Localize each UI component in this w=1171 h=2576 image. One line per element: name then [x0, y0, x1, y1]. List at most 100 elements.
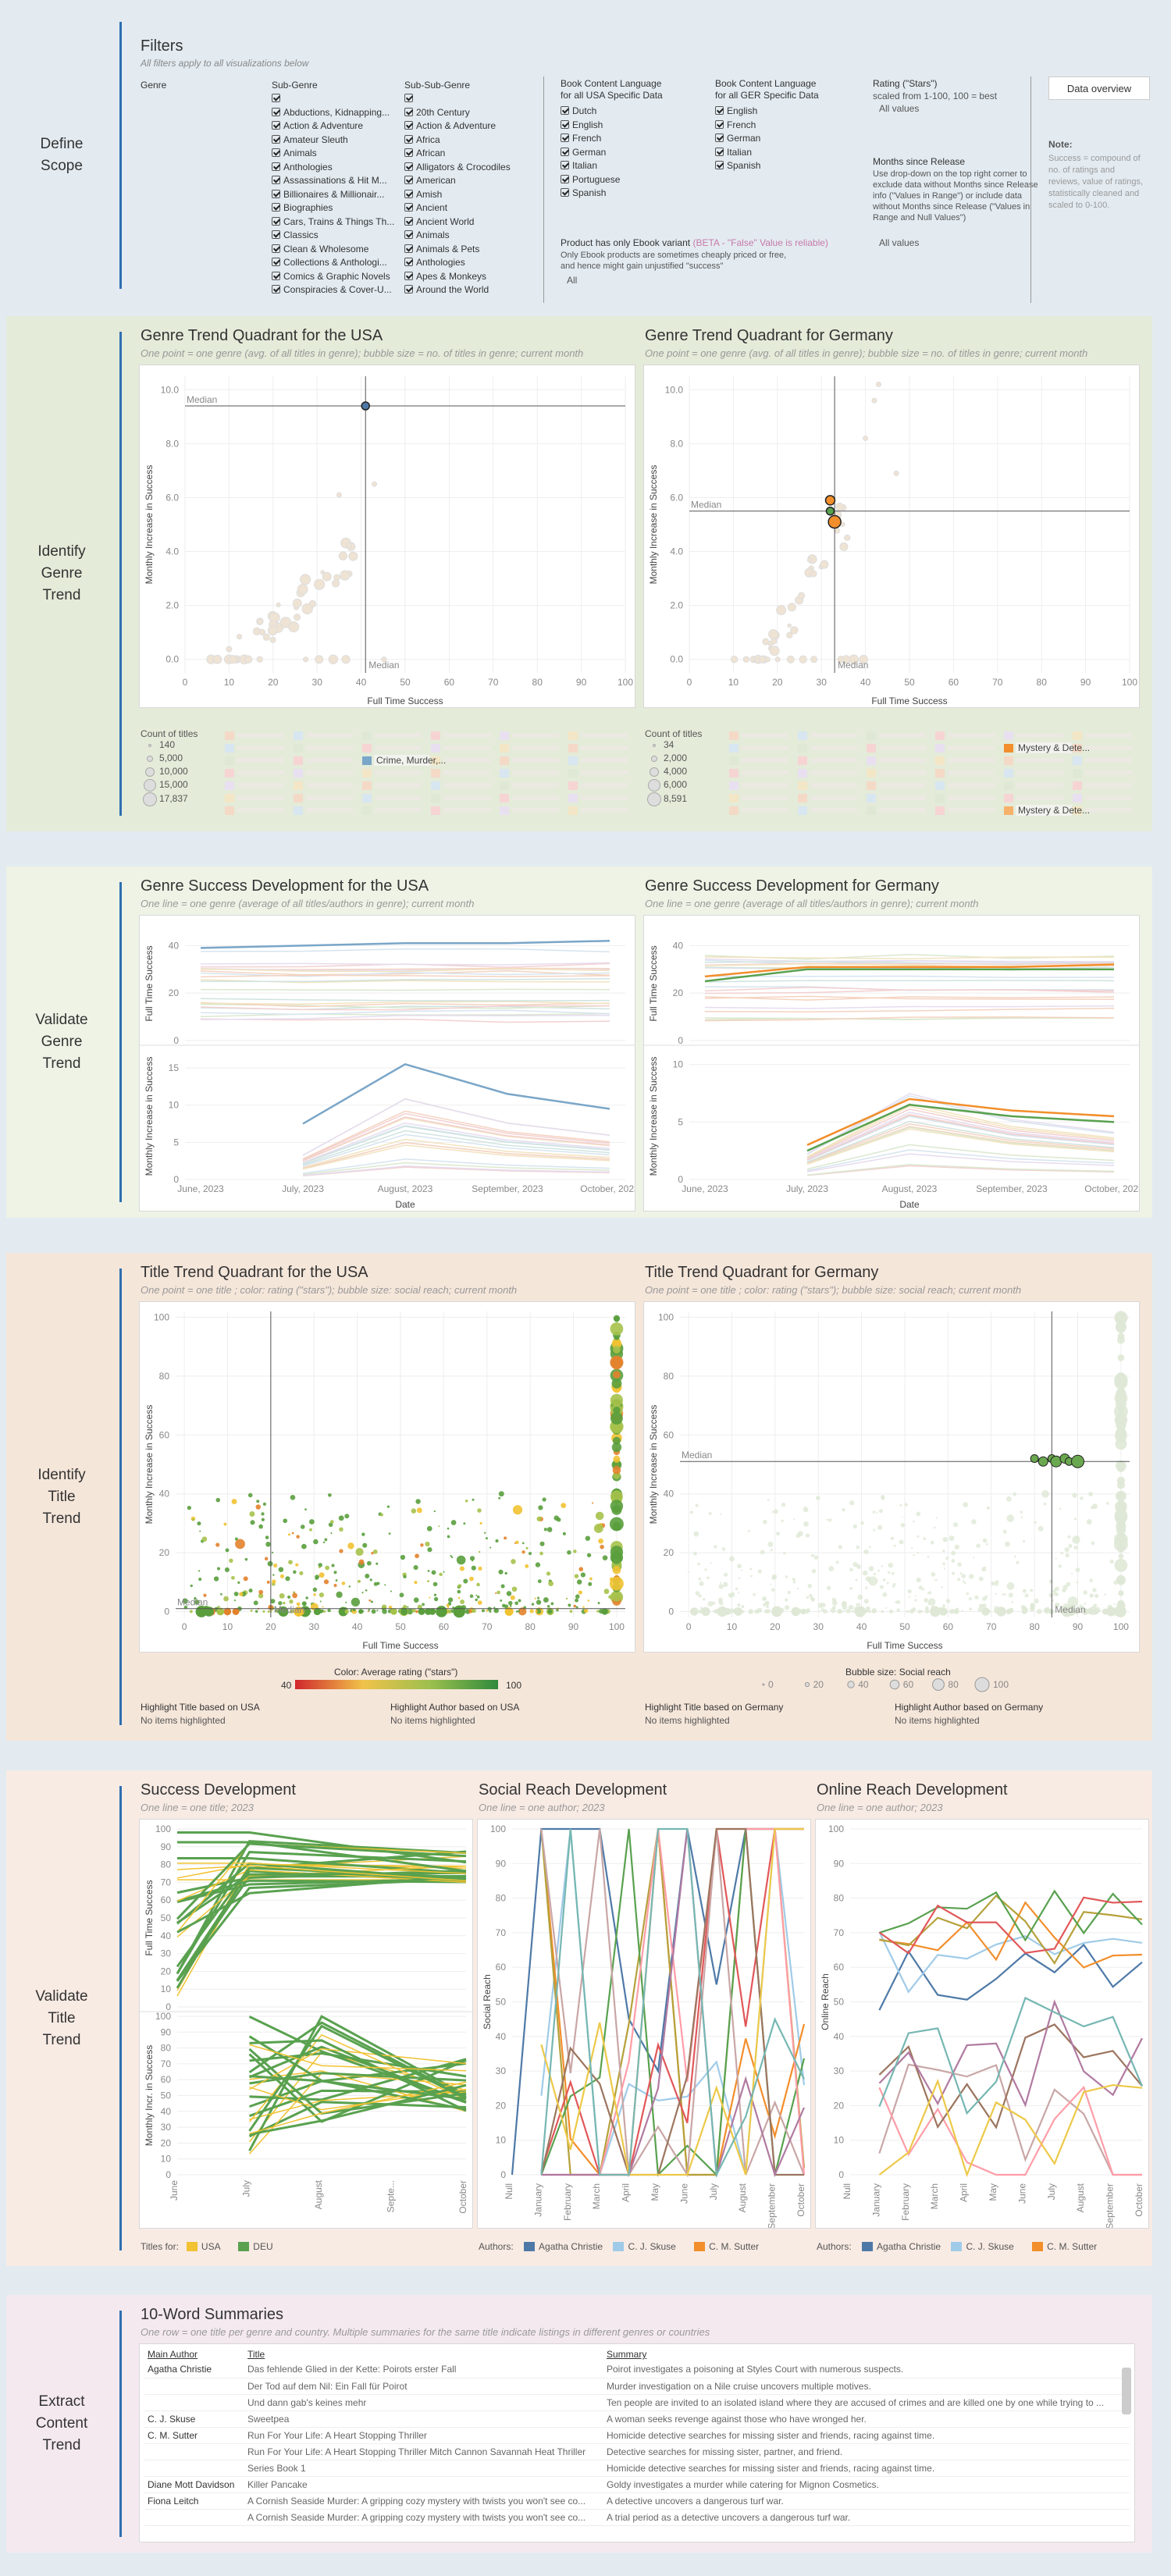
title-point[interactable]	[285, 1576, 290, 1582]
title-point[interactable]	[578, 1567, 584, 1572]
title-point[interactable]	[376, 1582, 380, 1585]
title-point[interactable]	[1073, 1517, 1077, 1521]
title-point[interactable]	[528, 1552, 532, 1556]
title-point[interactable]	[968, 1574, 974, 1579]
genre-point[interactable]	[893, 470, 899, 476]
title-point[interactable]	[365, 1574, 370, 1579]
author-line[interactable]	[879, 1901, 1143, 1969]
title-point[interactable]	[951, 1559, 956, 1563]
title-point[interactable]	[1116, 1464, 1126, 1473]
title-point[interactable]	[338, 1606, 348, 1617]
title-point[interactable]	[750, 1574, 753, 1578]
title-point[interactable]	[886, 1582, 889, 1585]
genre-legend-item[interactable]	[729, 731, 788, 740]
checkbox-item[interactable]: English	[561, 119, 701, 133]
title-point[interactable]	[586, 1553, 592, 1557]
title-point[interactable]	[265, 1535, 269, 1539]
title-point[interactable]	[407, 1608, 413, 1615]
checkbox-item[interactable]: German	[715, 132, 856, 146]
checkbox[interactable]	[404, 258, 413, 266]
title-point[interactable]	[611, 1339, 622, 1349]
legend-author-2[interactable]: C. J. Skuse	[966, 2241, 1014, 2252]
title-point[interactable]	[765, 1601, 769, 1606]
title-point[interactable]	[372, 1550, 378, 1554]
genre-line[interactable]	[806, 1105, 1115, 1158]
title-point[interactable]	[949, 1609, 955, 1614]
title-point[interactable]	[862, 1570, 868, 1576]
title-point[interactable]	[1067, 1596, 1079, 1607]
title-point[interactable]	[1116, 1372, 1127, 1383]
title-point[interactable]	[878, 1509, 883, 1514]
title-point[interactable]	[1109, 1559, 1114, 1564]
author-line[interactable]	[878, 1931, 1143, 1994]
title-point[interactable]	[575, 1606, 578, 1609]
genre-point[interactable]	[798, 592, 806, 600]
title-point[interactable]	[828, 1518, 832, 1522]
title-line[interactable]	[176, 1842, 467, 1920]
title-point[interactable]	[427, 1570, 430, 1572]
title-point[interactable]	[737, 1592, 740, 1594]
title-point[interactable]	[908, 1596, 910, 1598]
title-point[interactable]	[931, 1571, 936, 1577]
title-point[interactable]	[1014, 1555, 1016, 1558]
genre-legend-item[interactable]	[294, 806, 353, 815]
title-point[interactable]	[888, 1562, 894, 1568]
genre-point[interactable]	[315, 655, 324, 664]
title-point[interactable]	[335, 1579, 338, 1582]
title-point[interactable]	[304, 1508, 307, 1511]
title-point[interactable]	[382, 1604, 387, 1610]
title-point[interactable]	[415, 1553, 419, 1559]
genre-line[interactable]	[806, 1095, 1115, 1155]
title-point[interactable]	[1091, 1541, 1095, 1546]
title-point[interactable]	[904, 1503, 908, 1507]
title-point[interactable]	[749, 1567, 753, 1571]
checkbox-item[interactable]: Animals	[404, 229, 533, 243]
title-line[interactable]	[249, 2044, 467, 2072]
title-point[interactable]	[724, 1572, 728, 1577]
title-point[interactable]	[612, 1436, 621, 1445]
checkbox-item[interactable]: Animals	[272, 147, 400, 161]
author-line[interactable]	[878, 2078, 1143, 2178]
title-point[interactable]	[422, 1603, 425, 1606]
genre-line-highlight[interactable]	[806, 1103, 1115, 1152]
title-point[interactable]	[820, 1603, 826, 1608]
title-point[interactable]	[741, 1569, 743, 1571]
genre-point[interactable]	[769, 646, 780, 656]
checkbox-item[interactable]: Apes & Monkeys	[404, 270, 533, 284]
ebook-value[interactable]: All	[567, 275, 578, 286]
title-point[interactable]	[318, 1566, 321, 1569]
title-point[interactable]	[477, 1600, 482, 1605]
title-point[interactable]	[189, 1610, 193, 1614]
title-point[interactable]	[463, 1522, 466, 1525]
genre-legend-item[interactable]	[867, 794, 926, 802]
title-line[interactable]	[176, 1866, 467, 1968]
title-point[interactable]	[504, 1606, 514, 1616]
title-point[interactable]	[485, 1537, 488, 1540]
title-point[interactable]	[767, 1499, 770, 1501]
genre-legend-item[interactable]	[935, 731, 995, 740]
title-point[interactable]	[518, 1607, 527, 1616]
title-point[interactable]	[835, 1560, 839, 1564]
title-point[interactable]	[710, 1562, 712, 1564]
genre-line[interactable]	[704, 1007, 1115, 1013]
title-point[interactable]	[1116, 1476, 1126, 1485]
title-point[interactable]	[187, 1505, 192, 1510]
genre-line-highlight[interactable]	[200, 940, 610, 949]
title-point[interactable]	[327, 1608, 331, 1613]
title-point[interactable]	[942, 1562, 946, 1566]
genre-line[interactable]	[806, 1123, 1115, 1164]
genre-line[interactable]	[302, 1116, 610, 1162]
title-point[interactable]	[575, 1598, 579, 1603]
checkbox-item[interactable]: Cars, Trains & Things Th...	[272, 215, 400, 229]
title-point[interactable]	[475, 1598, 478, 1602]
genre-legend-item[interactable]	[294, 781, 353, 790]
title-point[interactable]	[688, 1571, 690, 1573]
author-line[interactable]	[540, 1828, 806, 2178]
genre-legend-item[interactable]	[225, 794, 284, 802]
title-point[interactable]	[446, 1603, 450, 1607]
checkbox-item[interactable]: Ancient	[404, 201, 533, 215]
title-point[interactable]	[529, 1609, 534, 1614]
title-point[interactable]	[723, 1582, 728, 1588]
title-point[interactable]	[345, 1601, 347, 1603]
title-point[interactable]	[1060, 1551, 1064, 1555]
